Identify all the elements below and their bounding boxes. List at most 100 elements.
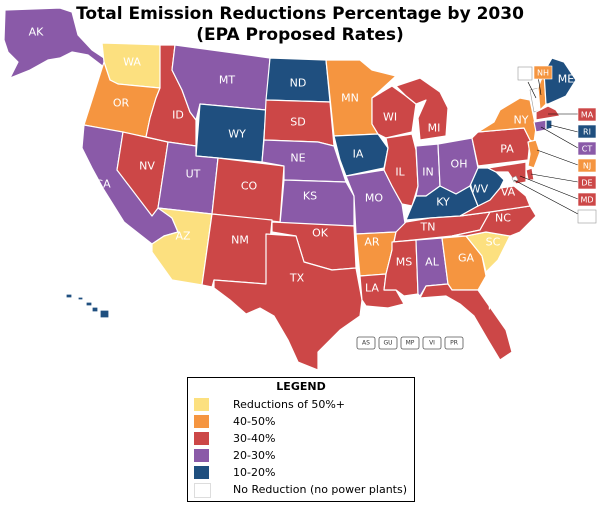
state-NY[interactable]	[477, 97, 537, 143]
territory-box[interactable]	[400, 336, 420, 350]
legend-item: 30-40%	[188, 431, 414, 448]
label-MT: MT	[219, 74, 235, 87]
label-WI: WI	[383, 111, 397, 124]
state-MA[interactable]	[535, 105, 561, 121]
state-MI[interactable]	[395, 77, 449, 141]
state-AK[interactable]	[3, 7, 119, 79]
legend-item: 20-30%	[188, 448, 414, 465]
state-CT[interactable]	[533, 119, 547, 133]
callout-box-CT[interactable]	[577, 141, 597, 156]
legend-label: 20-30%	[233, 449, 276, 462]
territory-box[interactable]	[378, 336, 398, 350]
label-AZ: AZ	[175, 230, 191, 243]
label-MS: MS	[396, 256, 412, 269]
label-IN: IN	[422, 166, 433, 179]
legend-swatch	[194, 398, 209, 411]
legend-item: 10-20%	[188, 465, 414, 482]
callout-box-DE[interactable]	[577, 175, 597, 190]
title-line-2: (EPA Proposed Rates)	[196, 25, 404, 45]
label-TX: TX	[289, 272, 305, 285]
territory-AS[interactable]: AS	[356, 336, 376, 350]
state-RI[interactable]	[545, 119, 553, 131]
callout-label-RI: RI	[583, 128, 591, 137]
label-NM: NM	[231, 234, 249, 247]
label-MI: MI	[428, 122, 441, 135]
legend-label: Reductions of 50%+	[233, 398, 345, 411]
label-KS: KS	[303, 190, 317, 203]
legend-swatch	[194, 449, 209, 462]
state-TX[interactable]	[213, 233, 363, 371]
state-WI[interactable]	[371, 85, 417, 139]
legend-label: 40-50%	[233, 415, 276, 428]
state-DC[interactable]	[511, 175, 519, 183]
callout-box-NJ[interactable]	[577, 158, 597, 173]
territory-box[interactable]	[444, 336, 464, 350]
state-FL[interactable]	[419, 283, 513, 361]
label-TN: TN	[420, 221, 436, 234]
label-CO: CO	[241, 180, 258, 193]
state-WV[interactable]	[469, 167, 505, 207]
label-WY: WY	[228, 128, 246, 141]
label-SD: SD	[290, 116, 305, 129]
legend-label: 10-20%	[233, 466, 276, 479]
label-KY: KY	[436, 196, 450, 209]
label-WV: WV	[470, 183, 489, 196]
label-WA: WA	[123, 56, 141, 69]
territory-GU[interactable]: GU	[378, 336, 398, 350]
callout-label-NJ: NJ	[583, 162, 591, 171]
territory-label: PR	[450, 340, 458, 347]
legend-label: 30-40%	[233, 432, 276, 445]
legend-swatch	[194, 466, 209, 479]
territory-box[interactable]	[422, 336, 442, 350]
callout-box-NH[interactable]	[533, 65, 553, 80]
legend-item: Reductions of 50%+	[188, 397, 414, 414]
territory-MP[interactable]: MP	[400, 336, 420, 350]
territory-label: MP	[406, 340, 415, 347]
state-DE[interactable]	[525, 167, 535, 181]
label-NE: NE	[290, 152, 305, 165]
legend-swatch	[194, 483, 211, 498]
label-IL: IL	[395, 166, 405, 179]
label-GA: GA	[458, 252, 475, 265]
callout-label-NH: NH	[537, 69, 549, 78]
state-HI[interactable]	[65, 293, 110, 319]
label-NV: NV	[139, 160, 155, 173]
state-KS[interactable]	[279, 179, 355, 227]
label-AK: AK	[29, 26, 45, 39]
callout-box-RI[interactable]	[577, 124, 597, 139]
callout-box-MD[interactable]	[577, 192, 597, 207]
label-OH: OH	[451, 158, 468, 171]
label-HI: HI	[105, 292, 117, 305]
territory-label: AS	[362, 340, 370, 347]
title-line-1: Total Emission Reductions Percentage by …	[76, 4, 524, 24]
callout-label-MA: MA	[581, 111, 594, 120]
territory-label: VI	[429, 340, 435, 347]
state-IL[interactable]	[383, 133, 419, 207]
label-VA: VA	[501, 186, 516, 199]
legend-item: 40-50%	[188, 414, 414, 431]
label-OR: OR	[113, 97, 130, 110]
label-LA: LA	[365, 282, 379, 295]
territory-box[interactable]	[356, 336, 376, 350]
label-NY: NY	[514, 114, 529, 127]
label-NC: NC	[495, 212, 511, 225]
label-AR: AR	[364, 236, 380, 249]
legend: LEGEND Reductions of 50%+ 40-50% 30-40% …	[187, 377, 415, 502]
label-UT: UT	[186, 168, 201, 181]
territory-VI[interactable]: VI	[422, 336, 442, 350]
callout-box-VT[interactable]	[517, 66, 533, 81]
label-FL: FL	[488, 300, 501, 313]
legend-title: LEGEND	[276, 380, 326, 393]
label-PA: PA	[500, 143, 514, 156]
label-CA: CA	[95, 178, 111, 191]
label-MO: MO	[365, 192, 383, 205]
callout-box-DC[interactable]	[577, 209, 597, 224]
territory-PR[interactable]: PR	[444, 336, 464, 350]
callout-box-MA[interactable]	[577, 107, 597, 122]
callout-label-DE: DE	[581, 179, 592, 188]
label-ND: ND	[290, 77, 307, 90]
state-NJ[interactable]	[527, 139, 541, 169]
state-NM[interactable]	[201, 213, 273, 288]
callout-label-CT: CT	[582, 145, 593, 154]
